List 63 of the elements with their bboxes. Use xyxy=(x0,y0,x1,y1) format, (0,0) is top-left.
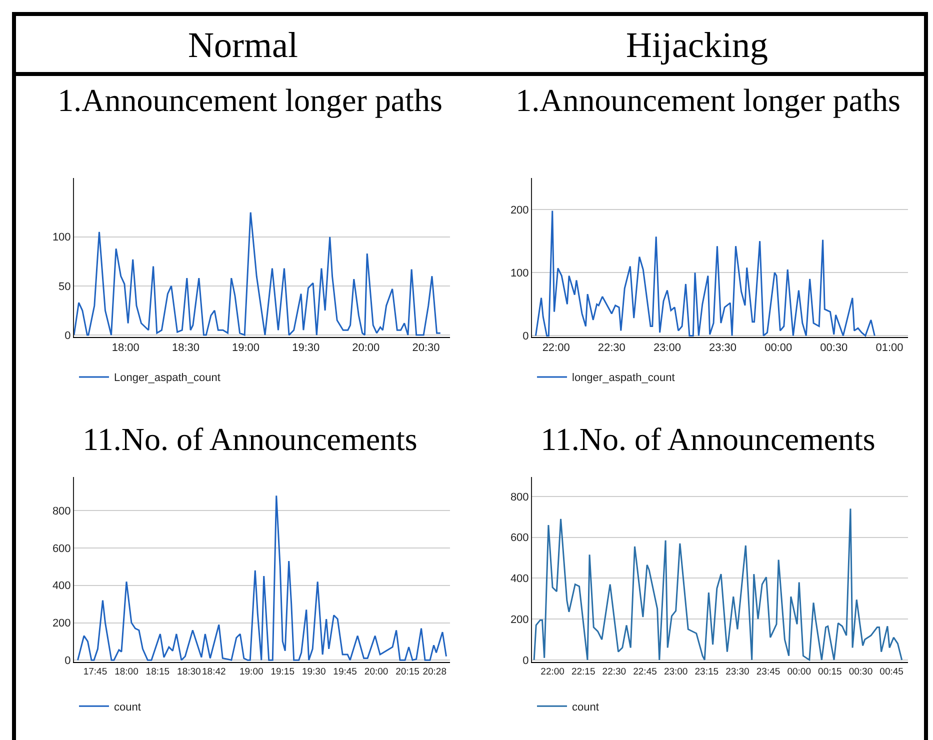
x-tick-label: 20:00 xyxy=(352,342,380,354)
legend-label: count xyxy=(572,701,599,714)
x-tick-label: 00:45 xyxy=(880,666,904,678)
y-tick-label: 600 xyxy=(52,542,71,555)
y-tick-label: 0 xyxy=(522,654,529,667)
x-tick-label: 00:30 xyxy=(820,342,848,354)
y-tick-label: 600 xyxy=(510,532,529,544)
x-tick-label: 18:30 xyxy=(177,666,201,678)
x-tick-label: 00:30 xyxy=(848,666,873,678)
x-tick-label: 00:00 xyxy=(764,342,792,354)
x-tick-label: 20:30 xyxy=(412,342,440,354)
legend-label: longer_aspath_count xyxy=(572,372,675,384)
chart-title: 11.No. of Announcements xyxy=(540,421,876,459)
y-tick-label: 200 xyxy=(52,618,71,630)
x-tick-label: 20:15 xyxy=(396,666,420,678)
x-tick-label: 19:00 xyxy=(239,666,264,678)
x-tick-label: 22:45 xyxy=(633,666,657,678)
x-tick-label: 19:30 xyxy=(292,342,320,354)
y-tick-label: 800 xyxy=(52,505,71,518)
x-tick-label: 23:15 xyxy=(694,666,719,678)
x-tick-label: 00:15 xyxy=(818,666,842,678)
x-tick-label: 22:00 xyxy=(542,342,570,354)
x-tick-label: 20:28 xyxy=(422,666,446,678)
y-tick-label: 0 xyxy=(64,330,71,342)
x-tick-label: 18:00 xyxy=(112,342,140,354)
y-tick-label: 200 xyxy=(510,204,529,216)
y-tick-label: 0 xyxy=(64,654,71,667)
y-tick-label: 400 xyxy=(52,580,71,592)
y-tick-label: 50 xyxy=(58,280,71,293)
x-tick-label: 17:45 xyxy=(83,666,108,678)
y-tick-label: 100 xyxy=(52,232,71,244)
x-tick-label: 19:30 xyxy=(302,666,326,678)
legend-label: Longer_aspath_count xyxy=(114,372,220,384)
x-tick-label: 18:15 xyxy=(146,666,170,678)
y-tick-label: 0 xyxy=(522,330,529,343)
x-tick-label: 00:00 xyxy=(787,666,811,678)
x-tick-label: 23:00 xyxy=(664,666,688,678)
x-tick-label: 18:42 xyxy=(202,666,226,678)
x-tick-label: 19:00 xyxy=(232,342,260,354)
x-tick-label: 23:45 xyxy=(756,666,780,678)
x-tick-label: 19:45 xyxy=(333,666,357,678)
x-tick-label: 23:30 xyxy=(726,666,750,678)
chart-title: 1.Announcement longer paths xyxy=(514,82,902,120)
x-tick-label: 18:30 xyxy=(172,342,200,354)
text: Normal xyxy=(16,16,470,76)
chart-title: 11.No. of Announcements xyxy=(82,421,418,459)
x-tick-label: 22:30 xyxy=(598,342,626,354)
y-tick-label: 100 xyxy=(510,267,529,280)
x-tick-label: 20:00 xyxy=(364,666,388,678)
x-tick-label: 18:00 xyxy=(114,666,138,678)
legend-label: count xyxy=(114,701,141,714)
x-tick-label: 19:15 xyxy=(270,666,294,678)
x-tick-label: 23:00 xyxy=(653,342,681,354)
x-tick-label: 23:30 xyxy=(709,342,737,354)
text: Hijacking xyxy=(470,16,924,76)
x-tick-label: 22:00 xyxy=(540,666,564,678)
y-tick-label: 800 xyxy=(510,491,529,504)
x-tick-label: 22:15 xyxy=(571,666,596,678)
y-tick-label: 200 xyxy=(510,614,529,626)
x-tick-label: 22:30 xyxy=(602,666,626,678)
y-tick-label: 400 xyxy=(510,573,529,586)
x-tick-label: 01:00 xyxy=(876,342,904,354)
chart-title: 1.Announcement longer paths xyxy=(56,82,444,120)
